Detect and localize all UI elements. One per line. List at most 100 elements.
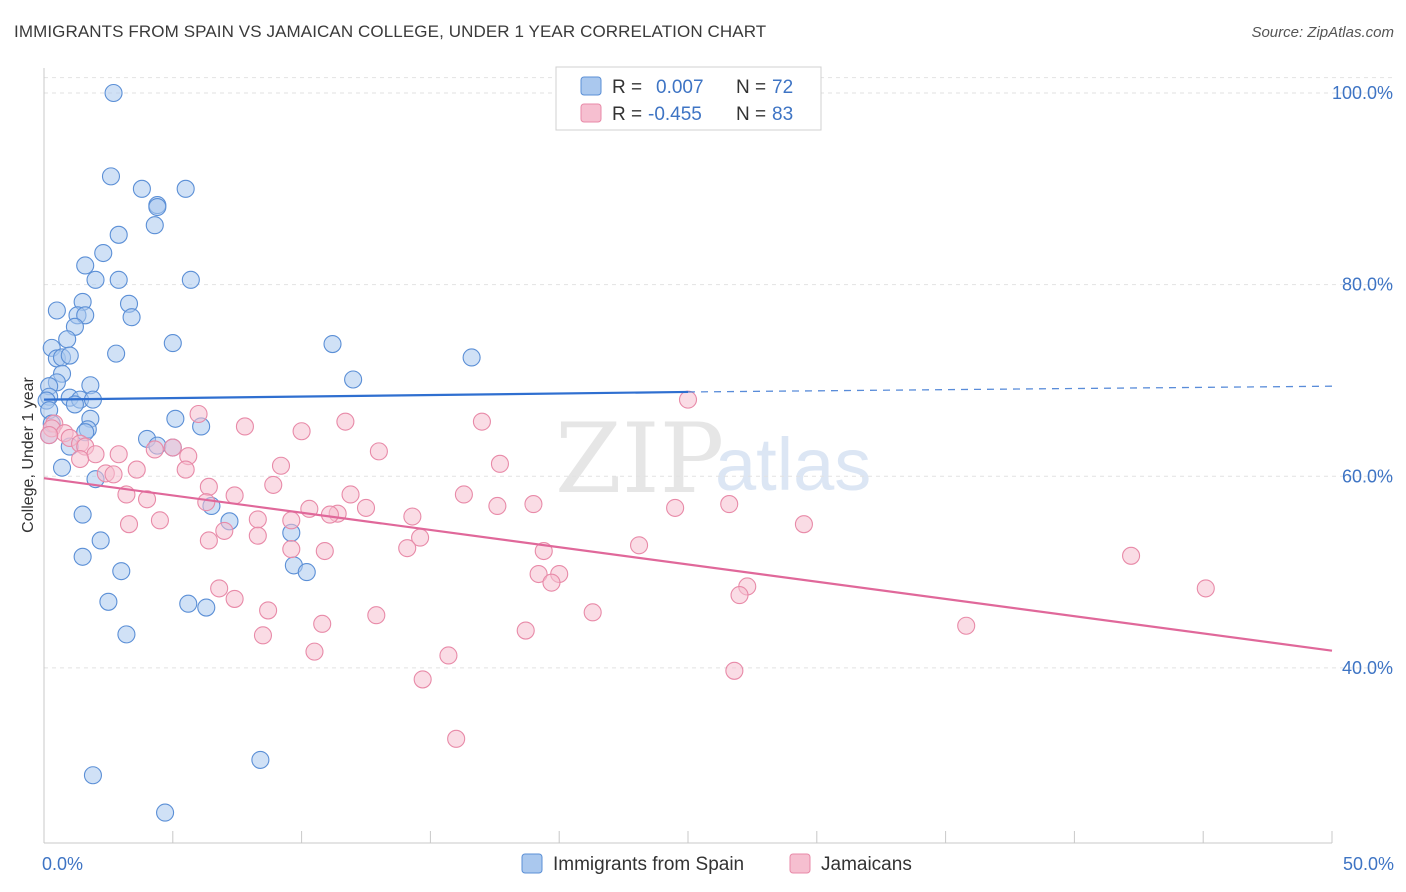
spain-point-54 xyxy=(73,505,92,524)
jamaican-point-36 xyxy=(488,496,507,516)
jamaican-point-13 xyxy=(163,438,182,457)
spain-point-16 xyxy=(47,301,66,320)
spain-point-11 xyxy=(109,270,128,289)
jamaican-point-62 xyxy=(210,579,229,598)
jamaican-point-33 xyxy=(197,493,216,512)
spain-point-24 xyxy=(107,344,126,363)
jamaican-point-75 xyxy=(725,661,744,680)
jamaican-point-44 xyxy=(150,511,169,530)
spain-point-64 xyxy=(179,594,198,613)
spain-point-68 xyxy=(83,766,102,785)
jamaican-point-55 xyxy=(315,541,334,561)
jamaican-point-70 xyxy=(957,616,976,635)
spain-trend-line xyxy=(43,390,689,401)
spain-point-0 xyxy=(104,83,123,103)
jamaican-point-28 xyxy=(341,485,360,504)
jamaican-point-19 xyxy=(71,449,90,469)
jamaican-point-64 xyxy=(730,586,749,605)
spain-point-27 xyxy=(60,346,79,365)
bottom-legend-label-spain: Immigrants from Spain xyxy=(553,854,744,875)
jamaican-point-67 xyxy=(583,603,602,622)
spain-point-65 xyxy=(197,598,216,617)
jamaican-point-47 xyxy=(794,515,813,534)
legend-n-value-jamaican: 83 xyxy=(772,104,793,125)
spain-point-5 xyxy=(148,197,167,217)
legend-r-label-jamaican: R = xyxy=(612,104,642,125)
spain-point-28 xyxy=(462,348,481,367)
bottom-legend-label-jamaican: Jamaicans xyxy=(821,854,912,875)
jamaican-point-72 xyxy=(253,626,273,645)
jamaican-point-65 xyxy=(225,589,244,608)
jamaican-point-53 xyxy=(398,539,417,558)
spain-point-2 xyxy=(132,179,151,198)
spain-point-6 xyxy=(145,216,164,235)
spain-point-58 xyxy=(91,531,110,550)
spain-point-8 xyxy=(94,243,113,263)
jamaican-point-63 xyxy=(1196,579,1215,598)
jamaican-point-58 xyxy=(529,564,548,584)
jamaican-point-7 xyxy=(292,422,311,441)
legend-n-label-spain: N = xyxy=(736,77,766,98)
jamaican-trend-line xyxy=(43,477,1333,652)
jamaican-point-20 xyxy=(490,454,510,473)
legend-r-value-spain: 0.007 xyxy=(656,77,704,98)
jamaican-point-48 xyxy=(215,521,234,540)
jamaican-point-69 xyxy=(313,614,332,633)
spain-point-17 xyxy=(76,306,95,325)
legend-r-value-jamaican: -0.455 xyxy=(648,104,702,125)
jamaican-point-74 xyxy=(439,646,458,665)
spain-point-22 xyxy=(323,334,342,354)
jamaican-point-15 xyxy=(369,442,388,461)
grid xyxy=(44,77,1392,669)
spain-point-21 xyxy=(163,334,182,353)
x-tick-label-min: 0.0% xyxy=(42,854,83,874)
jamaican-point-29 xyxy=(454,485,473,504)
jamaican-point-35 xyxy=(524,495,543,514)
jamaican-point-5 xyxy=(235,417,254,436)
jamaican-point-51 xyxy=(199,531,218,550)
spain-point-62 xyxy=(297,563,316,582)
jamaican-point-26 xyxy=(264,475,283,494)
bottom-legend-swatch-spain xyxy=(521,853,543,874)
jamaican-point-60 xyxy=(542,573,561,592)
jamaican-point-21 xyxy=(271,456,291,475)
jamaican-point-3 xyxy=(472,412,491,431)
spain-point-30 xyxy=(344,370,363,389)
jamaican-point-32 xyxy=(137,490,157,509)
jamaican-point-22 xyxy=(127,460,146,479)
y-tick-label-80: 80.0% xyxy=(1342,275,1393,295)
jamaican-point-57 xyxy=(1122,546,1141,565)
jamaican-point-68 xyxy=(367,606,386,625)
jamaican-point-38 xyxy=(666,498,685,517)
series-legend: Immigrants from Spain Jamaicans xyxy=(521,853,912,875)
legend-swatch-spain xyxy=(580,76,602,96)
spain-point-10 xyxy=(86,270,105,289)
trend-lines xyxy=(43,385,1333,652)
jamaican-point-27 xyxy=(199,477,218,496)
jamaican-point-73 xyxy=(305,642,324,661)
jamaican-point-1 xyxy=(189,404,208,424)
spain-point-1 xyxy=(101,167,121,186)
spain-point-63 xyxy=(99,592,118,611)
jamaican-point-17 xyxy=(109,445,128,464)
correlation-legend: R = 0.007 N = 72 R = -0.455 N = 83 xyxy=(555,66,822,131)
jamaican-point-37 xyxy=(356,498,376,517)
spain-point-7 xyxy=(109,225,128,244)
jamaican-point-50 xyxy=(248,526,267,545)
spain-point-52 xyxy=(52,458,72,477)
jamaican-point-42 xyxy=(403,507,422,526)
jamaican-point-77 xyxy=(447,729,466,748)
x-ticks xyxy=(43,831,1333,843)
jamaican-point-23 xyxy=(176,460,195,479)
spain-point-18 xyxy=(122,308,141,327)
jamaican-point-46 xyxy=(119,515,139,534)
spain-point-59 xyxy=(73,547,92,566)
spain-point-69 xyxy=(156,803,175,822)
jamaican-point-43 xyxy=(248,510,267,529)
jamaican-point-31 xyxy=(225,486,244,505)
legend-swatch-jamaican xyxy=(580,103,602,123)
watermark-atlas: atlas xyxy=(715,423,871,506)
jamaican-point-52 xyxy=(630,536,649,555)
spain-point-20 xyxy=(58,330,77,349)
